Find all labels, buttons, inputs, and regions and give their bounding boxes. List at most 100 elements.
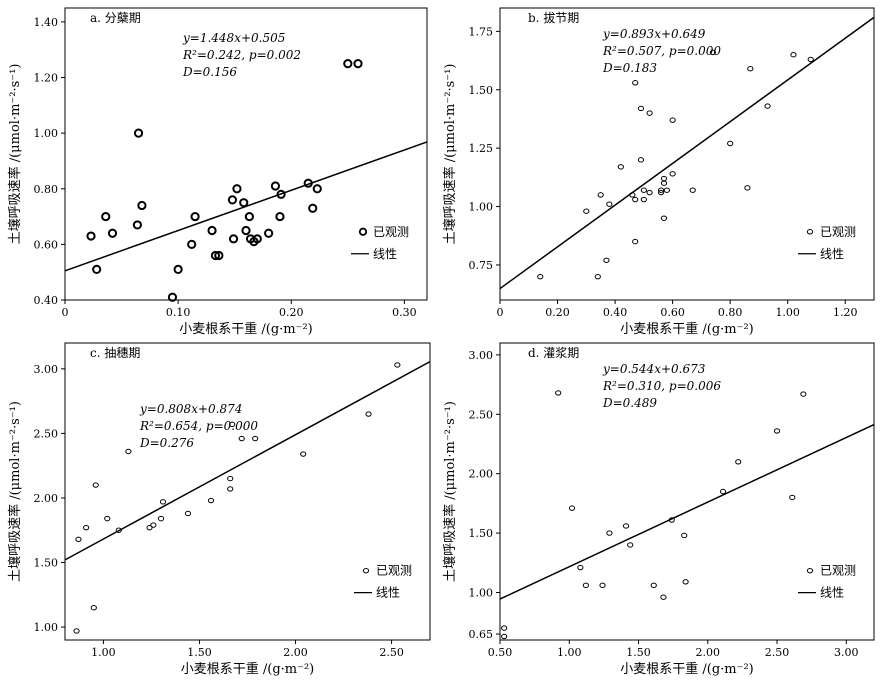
x-axis-title: 小麦根系干重 /(g·m⁻²) bbox=[179, 321, 313, 337]
data-point bbox=[719, 488, 727, 495]
data-point bbox=[606, 530, 613, 536]
data-point bbox=[244, 211, 254, 222]
panel-a-tillering: a. 分蘖期 y=1.448x+0.505 R²=0.242, p=0.002 … bbox=[7, 7, 428, 337]
x-tick-label: 0.60 bbox=[660, 306, 685, 319]
data-point bbox=[157, 515, 165, 522]
d-value: D=0.156 bbox=[182, 65, 237, 79]
data-point bbox=[227, 475, 234, 482]
legend-marker bbox=[362, 567, 370, 574]
legend-linear-label: 线性 bbox=[373, 247, 397, 261]
data-point bbox=[594, 273, 601, 280]
data-point bbox=[627, 542, 634, 548]
data-point bbox=[137, 200, 147, 211]
data-point bbox=[86, 231, 96, 241]
x-tick-label: 0 bbox=[62, 306, 69, 319]
data-point bbox=[773, 428, 781, 434]
data-point bbox=[764, 103, 771, 109]
data-point bbox=[241, 225, 251, 236]
data-point bbox=[184, 510, 192, 517]
regression-line bbox=[499, 16, 875, 290]
data-point bbox=[629, 192, 636, 198]
data-point bbox=[709, 49, 716, 56]
x-tick-label: 3.00 bbox=[834, 646, 859, 659]
data-point bbox=[159, 499, 167, 505]
data-point bbox=[276, 189, 286, 199]
legend-linear-label: 线性 bbox=[820, 586, 844, 600]
data-point bbox=[669, 171, 676, 177]
data-point bbox=[252, 435, 259, 442]
data-point bbox=[640, 187, 647, 193]
x-tick-label: 0 bbox=[497, 306, 504, 319]
data-point bbox=[682, 579, 689, 585]
data-point bbox=[637, 157, 645, 163]
data-point bbox=[90, 605, 97, 611]
data-point bbox=[537, 273, 544, 280]
data-point bbox=[365, 411, 372, 417]
data-point bbox=[92, 482, 99, 488]
x-tick-label: 0.10 bbox=[166, 306, 191, 319]
legend-observed-label: 已观测 bbox=[820, 564, 856, 578]
data-point bbox=[577, 564, 584, 571]
data-point bbox=[75, 536, 82, 542]
data-point bbox=[133, 128, 144, 138]
data-point bbox=[660, 180, 668, 186]
y-tick-label: 2.00 bbox=[469, 468, 494, 481]
x-tick-label: 0.20 bbox=[279, 306, 304, 319]
x-tick-label: 2.50 bbox=[379, 646, 404, 659]
data-point bbox=[583, 208, 590, 214]
legend-linear-label: 线性 bbox=[376, 586, 400, 600]
data-point bbox=[501, 625, 508, 631]
data-point bbox=[252, 234, 262, 244]
data-point bbox=[232, 184, 242, 194]
r-squared: R²=0.507, p=0.000 bbox=[602, 44, 721, 58]
data-point bbox=[632, 196, 639, 203]
data-point bbox=[270, 181, 281, 191]
data-point bbox=[187, 239, 197, 249]
plot-frame bbox=[499, 7, 875, 301]
y-tick-label: 2.50 bbox=[34, 427, 59, 440]
data-point bbox=[312, 184, 322, 194]
data-point bbox=[735, 459, 742, 465]
d-value: D=0.276 bbox=[139, 436, 194, 450]
d-value: D=0.183 bbox=[602, 61, 657, 75]
r-squared: R²=0.310, p=0.006 bbox=[602, 379, 721, 393]
d-value: D=0.489 bbox=[602, 396, 657, 410]
x-axis-title: 小麦根系干重 /(g·m⁻²) bbox=[620, 661, 754, 677]
data-point bbox=[727, 140, 734, 147]
x-tick-label: 2.00 bbox=[283, 646, 308, 659]
data-point bbox=[599, 582, 606, 589]
x-axis-title: 小麦根系干重 /(g·m⁻²) bbox=[181, 661, 315, 677]
x-tick-label: 0.30 bbox=[392, 306, 417, 319]
data-point bbox=[603, 257, 610, 263]
x-tick-label: 1.50 bbox=[187, 646, 212, 659]
data-point bbox=[214, 250, 224, 261]
y-tick-label: 0.60 bbox=[34, 238, 59, 251]
data-point bbox=[300, 451, 307, 457]
x-tick-label: 0.40 bbox=[603, 306, 628, 319]
y-axis-title: 土壤呼吸速率 /(μmol·m⁻²·s⁻¹) bbox=[442, 401, 458, 582]
data-point bbox=[650, 582, 657, 589]
data-point bbox=[658, 187, 665, 193]
data-point bbox=[632, 238, 639, 245]
data-point bbox=[228, 234, 239, 244]
x-axis-title: 小麦根系干重 /(g·m⁻²) bbox=[620, 321, 754, 337]
data-point bbox=[501, 633, 508, 640]
data-point bbox=[104, 515, 111, 522]
x-tick-label: 0.20 bbox=[545, 306, 570, 319]
data-point bbox=[264, 228, 274, 238]
panel-title: a. 分蘖期 bbox=[90, 10, 141, 25]
data-point bbox=[125, 448, 132, 455]
x-tick-label: 1.20 bbox=[833, 306, 858, 319]
x-tick-label: 1.00 bbox=[775, 306, 800, 319]
data-point bbox=[275, 211, 285, 222]
data-point bbox=[681, 532, 688, 539]
data-point bbox=[167, 292, 178, 302]
y-tick-label: 1.00 bbox=[469, 586, 494, 599]
legend-marker bbox=[358, 227, 368, 236]
data-point bbox=[227, 486, 234, 492]
y-tick-label: 3.00 bbox=[469, 349, 494, 362]
data-point bbox=[658, 189, 665, 196]
data-point bbox=[789, 494, 796, 501]
regression-equation: y=0.544x+0.673 bbox=[602, 362, 706, 376]
